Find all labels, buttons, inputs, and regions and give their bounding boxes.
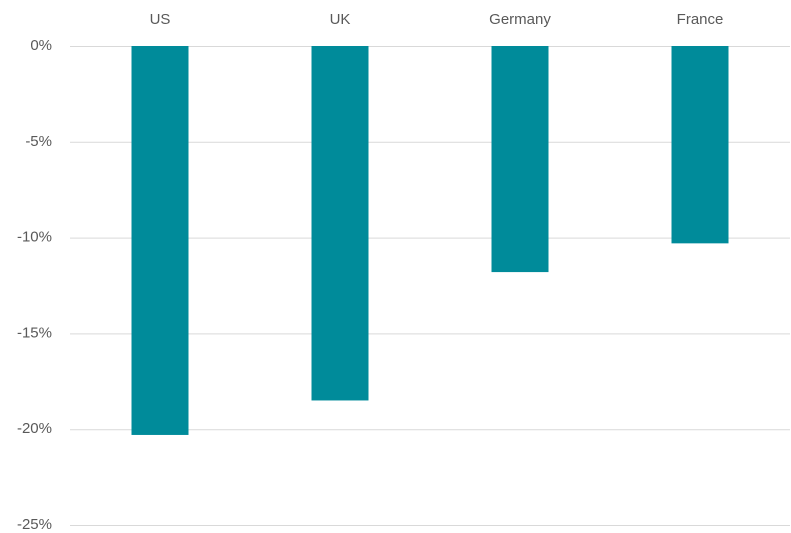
bar bbox=[491, 46, 549, 273]
x-tick-label: US bbox=[150, 11, 171, 28]
x-tick-label: UK bbox=[330, 11, 351, 28]
bar bbox=[131, 46, 189, 435]
x-tick-label: France bbox=[677, 11, 724, 28]
y-tick-label: -25% bbox=[17, 516, 52, 533]
x-tick-label: Germany bbox=[489, 11, 551, 28]
y-tick-label: -20% bbox=[17, 420, 52, 437]
y-tick-label: -5% bbox=[25, 133, 52, 150]
bar bbox=[671, 46, 729, 244]
y-tick-label: -10% bbox=[17, 229, 52, 246]
bar bbox=[311, 46, 369, 401]
y-tick-label: 0% bbox=[30, 37, 52, 54]
y-tick-label: -15% bbox=[17, 324, 52, 341]
